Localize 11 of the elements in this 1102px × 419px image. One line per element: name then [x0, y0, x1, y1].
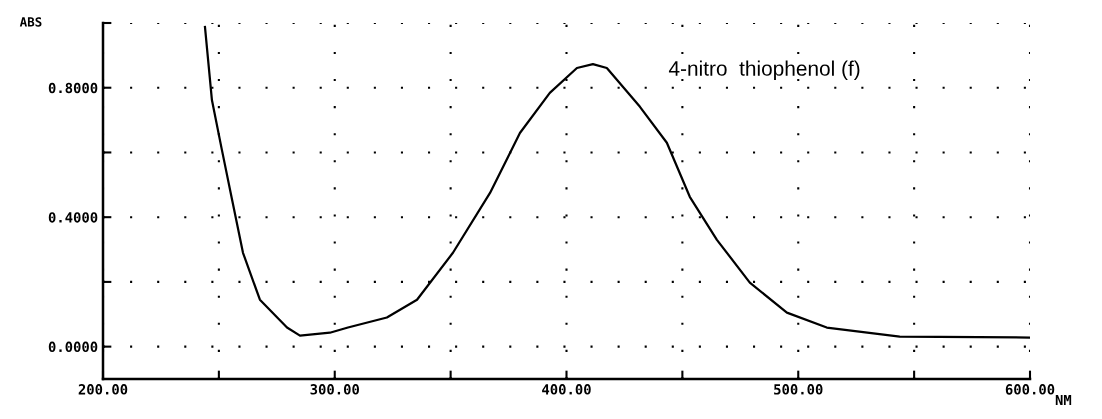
x-tick-label: 200.00	[78, 384, 128, 395]
x-axis-title: NM	[1055, 394, 1072, 406]
annotation: 4-nitro thiophenol (f)	[668, 60, 860, 80]
y-tick-label: 0.0000	[48, 341, 98, 353]
y-axis-title: ABS	[19, 17, 42, 27]
y-tick-label: 0.4000	[48, 212, 98, 223]
x-tick-label: 300.00	[310, 384, 359, 395]
y-tick-label: 0.8000	[48, 82, 98, 94]
x-tick-label: 400.00	[542, 384, 591, 395]
x-tick-label: 500.00	[774, 384, 823, 395]
x-tick-label: 600.00	[1005, 384, 1055, 395]
